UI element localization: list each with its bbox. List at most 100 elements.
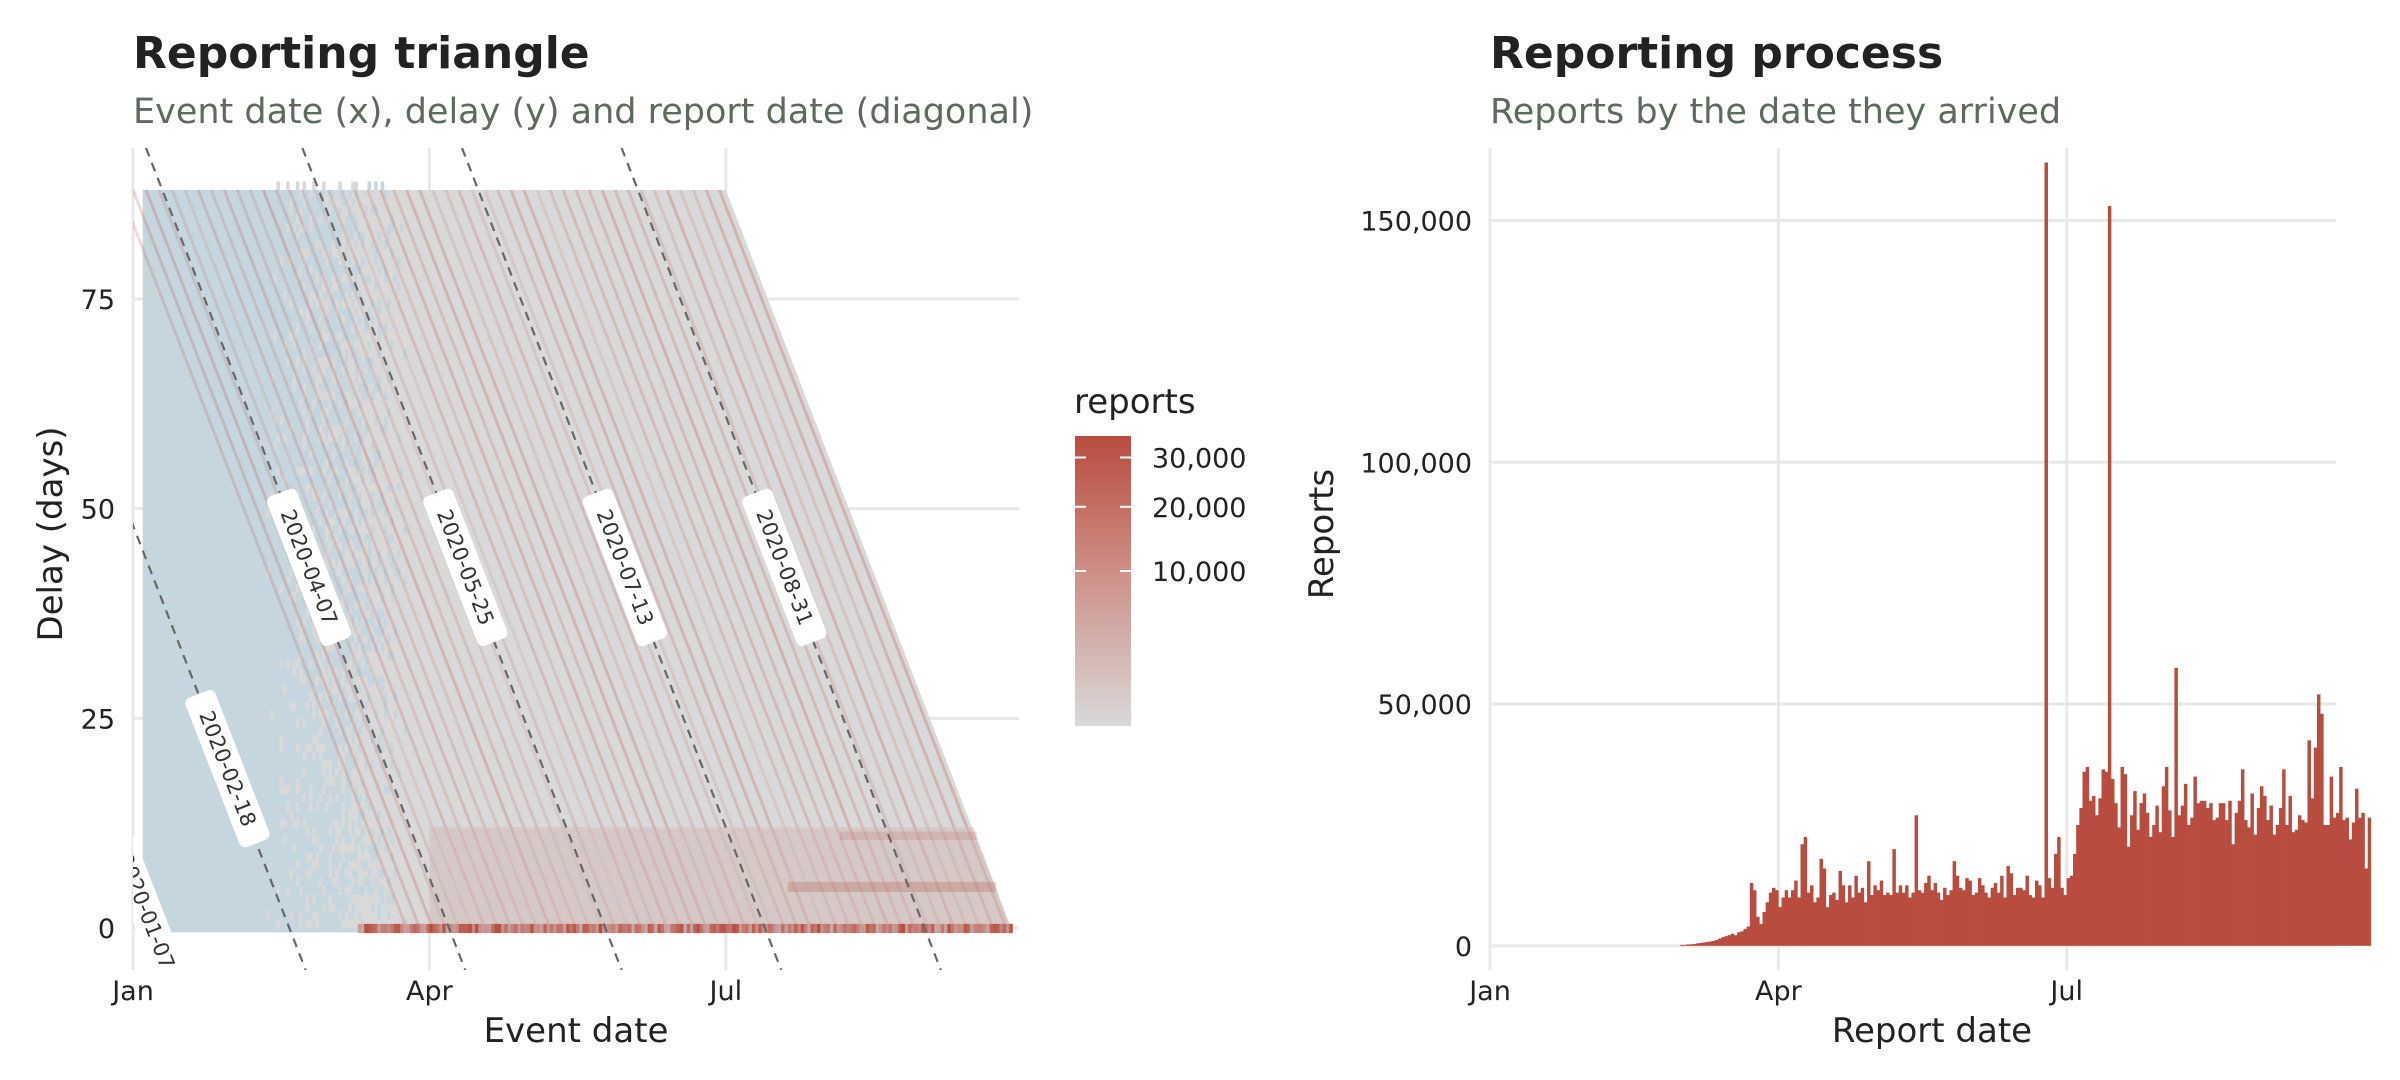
heat-cell <box>308 919 313 929</box>
bar-120 <box>2060 887 2064 946</box>
heat-cell <box>377 634 381 644</box>
heat-cell <box>302 768 307 778</box>
heat-cell <box>364 424 368 434</box>
heat-cell <box>318 743 323 753</box>
heat-cell <box>370 902 375 912</box>
heat-cell <box>286 886 290 895</box>
heat-cell <box>328 290 333 300</box>
bar-39 <box>1803 837 1808 946</box>
left-chart-title: Reporting triangle <box>133 28 590 79</box>
heat-cell <box>321 357 326 367</box>
heat-cell <box>377 449 381 459</box>
heat-cell-delay-0 <box>957 923 961 934</box>
heat-cell <box>331 701 336 711</box>
heat-cell <box>351 366 355 375</box>
bar-37 <box>1797 897 1801 946</box>
heat-streak <box>209 189 500 929</box>
heat-cell <box>315 491 320 501</box>
heat-cell <box>396 550 401 560</box>
heat-cell <box>367 877 372 887</box>
heat-cell-delay-0 <box>950 923 955 934</box>
heat-cell <box>302 718 307 728</box>
left-y-tick-75: 75 <box>81 285 115 316</box>
heat-cell <box>347 684 352 694</box>
bar-90 <box>1965 878 1969 946</box>
heat-cell <box>338 693 342 702</box>
heat-cell <box>374 575 378 585</box>
heat-cell <box>315 357 320 367</box>
heat-cell <box>354 902 359 912</box>
heat-cell <box>302 248 307 258</box>
bar-143 <box>2133 791 2137 946</box>
heat-cell <box>383 525 388 535</box>
heat-cell <box>347 391 352 401</box>
heat-cell <box>393 567 398 577</box>
heat-cell <box>344 391 349 401</box>
heat-cell <box>338 542 342 552</box>
bar-208 <box>2339 766 2343 946</box>
heat-cell-delay-0 <box>1009 923 1013 934</box>
heat-cell <box>377 500 381 510</box>
heat-cell-delay-0 <box>387 923 391 934</box>
heat-cell <box>347 902 352 912</box>
heat-cell <box>347 525 352 535</box>
heat-cell <box>328 894 333 904</box>
heat-cell <box>266 508 271 518</box>
bar-167 <box>2209 803 2213 946</box>
heat-cell-delay-0 <box>566 923 570 934</box>
bar-70 <box>1901 892 1906 946</box>
heat-cell <box>325 441 329 451</box>
heat-cell-delay-0 <box>931 923 935 934</box>
heat-streak <box>248 189 539 929</box>
bar-9 <box>1708 941 1713 946</box>
heat-cell <box>357 726 362 736</box>
heat-cell <box>325 332 329 342</box>
bar-4 <box>1692 943 1697 946</box>
heat-cell <box>302 751 307 761</box>
bar-87 <box>1955 875 1960 946</box>
bar-62 <box>1876 890 1881 946</box>
heat-cell <box>299 265 303 275</box>
heat-cell <box>344 475 349 484</box>
heat-cell <box>370 609 375 619</box>
heat-cell <box>396 257 401 266</box>
bar-45 <box>1822 868 1827 946</box>
color-legend: reports 10,000 20,000 30,000 <box>1074 382 1246 726</box>
heat-cell <box>374 852 378 862</box>
bar-217 <box>2367 817 2372 946</box>
heat-cell <box>357 886 362 895</box>
heat-cell <box>292 659 297 669</box>
heat-cell <box>321 760 326 770</box>
bar-179 <box>2247 827 2251 946</box>
heat-cell-delay-0 <box>908 923 912 934</box>
heat-cell <box>318 659 323 669</box>
heat-cell <box>387 894 391 904</box>
heat-cell <box>354 709 359 719</box>
bar-108 <box>2022 890 2026 946</box>
heat-cell <box>302 466 307 476</box>
heat-cell <box>383 265 388 275</box>
heat-cell <box>351 189 355 199</box>
heat-cell <box>334 198 339 208</box>
heat-cell <box>312 626 316 635</box>
heat-cell <box>344 911 349 921</box>
heat-cell <box>325 408 329 417</box>
heat-cell <box>276 886 280 895</box>
bar-118 <box>2054 853 2058 946</box>
heat-cell-delay-0 <box>797 923 802 934</box>
heat-cell <box>312 290 316 300</box>
heat-cell-delay-0 <box>800 923 805 934</box>
heat-cell <box>403 349 408 359</box>
heat-cell <box>341 273 346 283</box>
heat-cell <box>295 718 300 728</box>
heat-cell-delay-0 <box>712 923 717 934</box>
bar-192 <box>2288 795 2292 946</box>
heat-cell <box>351 257 355 266</box>
bar-174 <box>2231 844 2235 946</box>
bar-112 <box>2034 880 2039 946</box>
heat-cell-delay-0 <box>553 923 557 934</box>
heat-cell <box>308 852 313 862</box>
heat-cell <box>341 315 346 325</box>
bar-20 <box>1743 928 1747 946</box>
legend-tick-30000: 30,000 <box>1152 444 1246 475</box>
